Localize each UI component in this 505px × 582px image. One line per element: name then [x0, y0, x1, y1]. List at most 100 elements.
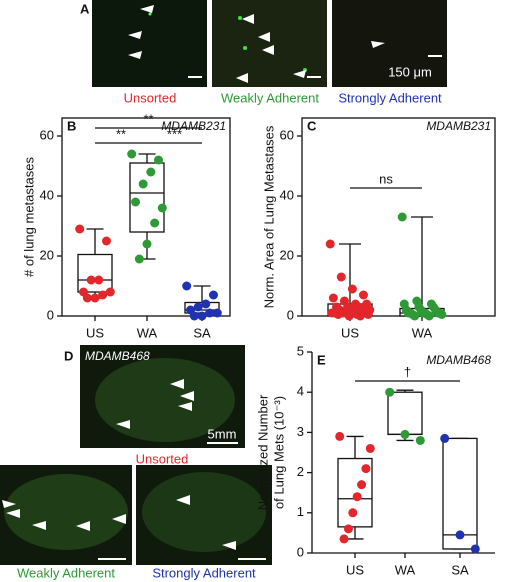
image-label: Strongly Adherent: [338, 90, 442, 105]
data-point: [400, 429, 410, 439]
arrow: [258, 32, 270, 42]
data-point: [348, 508, 358, 518]
y-axis-label: # of lung metastases: [21, 157, 36, 277]
arrow: [236, 73, 248, 83]
arrow: [180, 391, 194, 401]
data-point: [440, 433, 450, 443]
x-tick-label: SA: [193, 325, 211, 340]
arrow: [76, 521, 90, 531]
data-point: [134, 254, 144, 264]
data-point: [455, 530, 465, 540]
y-tick-label: 4: [297, 384, 304, 399]
y-tick-label: 0: [47, 307, 54, 322]
data-point: [437, 310, 447, 319]
y-tick-label: 20: [280, 247, 294, 262]
data-point: [208, 290, 218, 300]
scale-label: 150 μm: [388, 64, 432, 79]
data-point: [82, 293, 92, 303]
arrow: [128, 31, 142, 39]
plot-frame: [61, 117, 231, 317]
x-tick-label: US: [86, 325, 104, 340]
data-point: [361, 464, 371, 474]
x-tick-label: WA: [137, 325, 158, 340]
data-point: [357, 480, 367, 490]
data-point: [355, 311, 365, 321]
y-tick-label: 2: [297, 464, 304, 479]
panel-letter: D: [64, 348, 73, 363]
x-tick-label: US: [341, 325, 359, 340]
arrow: [170, 379, 184, 389]
image-label: Unsorted: [124, 90, 177, 105]
significance-label: **: [143, 111, 153, 126]
arrow: [293, 70, 306, 78]
data-point: [138, 179, 148, 189]
data-point: [358, 290, 368, 300]
data-point: [352, 492, 362, 502]
annotation: MDAMB231: [426, 119, 491, 133]
data-point: [201, 299, 211, 309]
panel-letter: B: [67, 118, 76, 133]
y-tick-label: 60: [40, 127, 54, 142]
data-point: [325, 239, 335, 249]
arrow: [371, 41, 385, 48]
significance-label: †: [404, 364, 411, 379]
data-point: [105, 287, 115, 297]
data-point: [98, 290, 108, 300]
box: [129, 162, 165, 233]
data-point: [75, 224, 85, 234]
data-point: [182, 281, 192, 291]
arrow: [222, 541, 236, 550]
data-point: [142, 239, 152, 249]
data-point: [333, 310, 343, 319]
y-tick-label: 60: [280, 127, 294, 142]
data-point: [212, 308, 222, 318]
x-tick-label: WA: [395, 562, 416, 577]
data-point: [363, 310, 373, 319]
arrow: [116, 420, 130, 429]
panel-letter: A: [80, 1, 90, 16]
y-tick-label: 20: [40, 247, 54, 262]
arrow: [112, 514, 126, 524]
arrow: [6, 509, 20, 518]
arrow: [32, 521, 46, 530]
panel-letter: E: [317, 352, 326, 367]
x-tick-label: SA: [451, 562, 469, 577]
annotation: MDAMB468: [85, 349, 150, 363]
y-tick-label: 40: [40, 187, 54, 202]
data-point: [146, 167, 156, 177]
data-point: [335, 431, 345, 441]
significance-label: ***: [167, 126, 182, 141]
data-point: [189, 311, 199, 321]
x-tick-label: US: [346, 562, 364, 577]
y-tick-label: 40: [280, 187, 294, 202]
annotation: MDAMB468: [426, 353, 491, 367]
data-point: [101, 236, 111, 246]
data-point: [127, 149, 137, 159]
significance-label: **: [116, 126, 126, 141]
data-point: [343, 524, 353, 534]
y-tick-label: 0: [287, 307, 294, 322]
box: [387, 391, 423, 436]
arrow: [176, 495, 190, 505]
y-tick-label: 5: [297, 343, 304, 358]
y-tick-label: 0: [297, 544, 304, 559]
y-axis-label: of Lung Mets (10⁻³): [271, 396, 286, 509]
data-point: [193, 302, 203, 312]
lung: [4, 474, 128, 550]
image-row-d: D MDAMB468 5mm Unsorted Weakly Adherent …: [0, 345, 272, 580]
y-tick-label: 3: [297, 424, 304, 439]
image-row-a: A 150 μm Unsorted Weakly Adherent Strong…: [80, 0, 447, 105]
data-point: [86, 275, 96, 285]
y-axis-label: Normalized Number: [255, 394, 270, 510]
data-point: [410, 311, 420, 321]
data-point: [94, 275, 104, 285]
data-point: [347, 284, 357, 294]
arrow: [262, 45, 274, 55]
annotation: MDAMB231: [161, 119, 226, 133]
arrow: [140, 5, 154, 13]
data-point: [150, 218, 160, 228]
data-point: [157, 203, 167, 213]
data-point: [339, 534, 349, 544]
x-tick-label: WA: [412, 325, 433, 340]
data-point: [415, 435, 425, 445]
